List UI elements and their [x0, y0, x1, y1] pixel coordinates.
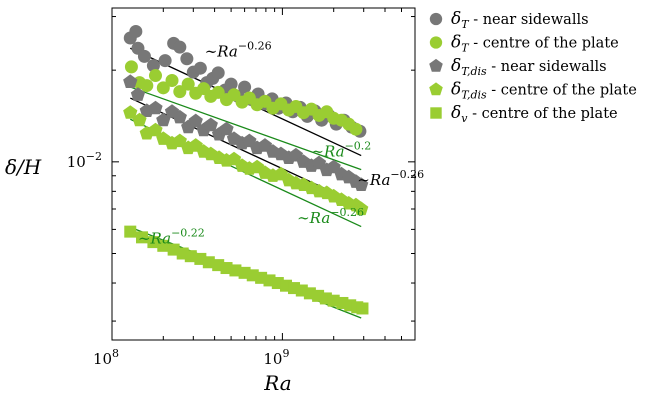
annotation-ann4: ∼Ra−0.26	[297, 206, 364, 227]
point-dTdis_side	[156, 112, 171, 127]
point-dTdis_side	[148, 100, 163, 115]
legend-marker-dT_centre	[429, 36, 443, 49]
point-dTdis_centre	[354, 201, 369, 216]
annotations: ∼Ra−0.26 ∼Ra−0.2 ∼Ra−0.26 ∼Ra−0.26 ∼Ra−0.22	[138, 39, 424, 247]
data-points	[123, 24, 369, 315]
point-dT_centre	[156, 81, 170, 95]
point-dTdis_centre	[132, 112, 147, 127]
series-dTdis_centre	[123, 105, 369, 216]
point-dT_side	[173, 40, 187, 54]
legend-marker-dT_side	[429, 12, 443, 26]
point-dT_centre	[165, 73, 179, 87]
point-dT_centre	[124, 60, 138, 74]
point-dv_centre	[202, 256, 215, 269]
point-dv_centre	[147, 236, 160, 249]
point-dT_centre	[148, 69, 162, 83]
legend-label-dTdis_centre: δT,dis - centre of the plate	[451, 80, 637, 102]
legend-label-dv_centre: δv - centre of the plate	[451, 103, 618, 125]
point-dv_centre	[157, 239, 170, 252]
point-dTdis_side	[219, 121, 234, 136]
legend-item-dT_side: δT - near sidewalls	[429, 9, 589, 31]
point-dv_centre	[229, 264, 242, 277]
point-dT_side	[158, 54, 172, 68]
point-dTdis_side	[354, 177, 369, 191]
point-dv_centre	[124, 225, 137, 238]
point-dT_centre	[181, 77, 195, 91]
legend-item-dT_centre: δT - centre of the plate	[429, 33, 619, 55]
point-dT_side	[137, 49, 151, 63]
x-axis-label: Ra	[263, 371, 291, 395]
point-dT_side	[129, 24, 143, 38]
legend-label-dTdis_side: δT,dis - near sidewalls	[451, 56, 607, 78]
point-dT_centre	[173, 85, 187, 99]
point-dT_side	[238, 80, 252, 94]
point-dT_centre	[140, 79, 154, 93]
y-axis-label: δ/H	[5, 155, 42, 179]
point-dTdis_centre	[148, 122, 163, 137]
series-dTdis_side	[123, 74, 369, 191]
series-dT_centre	[124, 60, 363, 136]
axes: 108 109 10−2	[67, 7, 416, 368]
legend-item-dv_centre: δv - centre of the plate	[430, 103, 618, 125]
point-dTdis_centre	[123, 105, 138, 119]
annotation-ann3: ∼Ra−0.26	[357, 168, 424, 189]
point-dT_centre	[349, 122, 363, 136]
point-dT_side	[224, 77, 238, 91]
plot-frame	[111, 7, 416, 341]
annotation-ann2: ∼Ra−0.2	[311, 140, 371, 161]
point-dv_centre	[184, 250, 197, 263]
point-dTdis_centre	[172, 133, 187, 148]
point-dT_side	[146, 59, 160, 73]
point-dT_side	[193, 61, 207, 75]
legend-marker-dTdis_side	[429, 58, 443, 72]
point-dTdis_side	[203, 117, 218, 132]
point-dTdis_side	[130, 87, 146, 101]
point-dv_centre	[136, 231, 149, 244]
legend-marker-dv_centre	[430, 107, 442, 119]
annotation-ann1: ∼Ra−0.26	[205, 39, 272, 60]
x-tick-label: 109	[263, 347, 289, 368]
point-dT_side	[180, 52, 194, 66]
legend-label-dT_centre: δT - centre of the plate	[451, 33, 619, 55]
point-dv_centre	[167, 243, 180, 256]
x-tick-label: 108	[93, 347, 119, 368]
fit-line-fit_dT_centre	[130, 86, 362, 171]
point-dTdis_side	[123, 74, 138, 88]
annotation-ann5: ∼Ra−0.22	[138, 226, 205, 247]
point-dv_centre	[356, 302, 369, 315]
legend-label-dT_side: δT - near sidewalls	[451, 9, 589, 31]
point-dv_centre	[176, 247, 189, 260]
y-tick-label: 10−2	[67, 150, 102, 171]
legend-marker-dTdis_centre	[429, 82, 443, 96]
point-dTdis_side	[188, 113, 203, 128]
point-dTdis_side	[172, 109, 187, 124]
legend-item-dTdis_centre: δT,dis - centre of the plate	[429, 80, 637, 102]
legend-item-dTdis_side: δT,dis - near sidewalls	[429, 56, 607, 78]
point-dT_side	[211, 66, 225, 80]
series-dv_centre	[124, 225, 369, 315]
